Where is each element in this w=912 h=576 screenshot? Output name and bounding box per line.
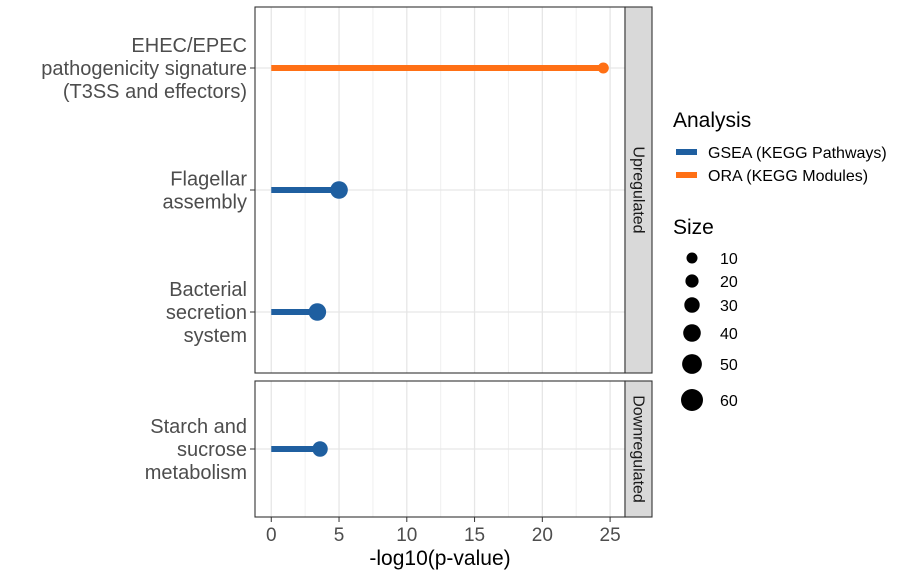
plot-panels: EHEC/EPEC pathogenicity signature (T3SS an… <box>41 6 653 518</box>
legend-label-size: 40 <box>720 326 738 343</box>
facet-panel-downregulated: Starch and sucrose metabolism Downregulated <box>145 380 653 518</box>
legend-label-size: 20 <box>720 274 738 291</box>
legend-key-size <box>681 389 703 411</box>
x-tick-label: 20 <box>532 525 553 546</box>
y-tick-label-line: pathogenicity signature <box>41 58 247 80</box>
y-tick-label-line: (T3SS and effectors) <box>63 81 247 103</box>
y-tick-label-line: Bacterial <box>169 279 247 301</box>
legend-label-analysis: GSEA (KEGG Pathways) <box>708 145 887 162</box>
lollipop-point <box>330 181 348 199</box>
legend-label-analysis: ORA (KEGG Modules) <box>708 168 868 185</box>
facet-panel-upregulated: EHEC/EPEC pathogenicity signature (T3SS an… <box>41 6 653 374</box>
legend-key-size <box>686 252 698 264</box>
legend-key-size <box>685 274 699 288</box>
y-tick-label: Bacterial secretion system <box>166 279 247 347</box>
x-tick-label: 10 <box>396 525 417 546</box>
facet-strip <box>624 380 653 518</box>
lollipop-point <box>308 303 327 321</box>
legend: Analysis GSEA (KEGG Pathways) ORA (KEGG Mo… <box>673 109 887 411</box>
facet-strip-label: Downregulated <box>630 395 647 503</box>
x-tick-label: 5 <box>334 525 345 546</box>
x-tick-label: 0 <box>266 525 277 546</box>
y-tick-label: Flagellar assembly <box>163 169 248 214</box>
legend-key-size <box>683 324 701 342</box>
legend-label-size: 10 <box>720 251 738 268</box>
x-axis: 0 5 10 15 20 25 <box>266 517 621 546</box>
y-tick-label: Starch and sucrose metabolism <box>145 416 247 484</box>
y-tick-label-line: system <box>184 325 247 347</box>
y-tick-label-line: Starch and <box>150 416 247 438</box>
legend-title-analysis: Analysis <box>673 109 751 132</box>
legend-key-size <box>684 297 700 313</box>
x-axis-title: -log10(p-value) <box>369 547 510 570</box>
y-tick-label-line: secretion <box>166 302 247 324</box>
y-tick-label-line: assembly <box>163 192 247 214</box>
facet-strip <box>624 6 653 374</box>
legend-label-size: 30 <box>720 298 738 315</box>
lollipop-point <box>597 62 609 74</box>
y-tick-label: EHEC/EPEC pathogenicity signature (T3SS an… <box>41 35 247 103</box>
y-tick-label-line: EHEC/EPEC <box>131 35 247 57</box>
legend-title-size: Size <box>673 216 714 239</box>
y-tick-label-line: sucrose <box>177 439 247 461</box>
legend-label-size: 50 <box>720 357 738 374</box>
facet-strip-label: Upregulated <box>630 146 647 233</box>
legend-key-size <box>682 354 702 374</box>
lollipop-point <box>312 441 328 457</box>
y-tick-label-line: Flagellar <box>170 169 247 191</box>
legend-label-size: 60 <box>720 393 738 410</box>
y-tick-label-line: metabolism <box>145 462 247 484</box>
x-tick-label: 25 <box>600 525 621 546</box>
x-tick-label: 15 <box>464 525 485 546</box>
